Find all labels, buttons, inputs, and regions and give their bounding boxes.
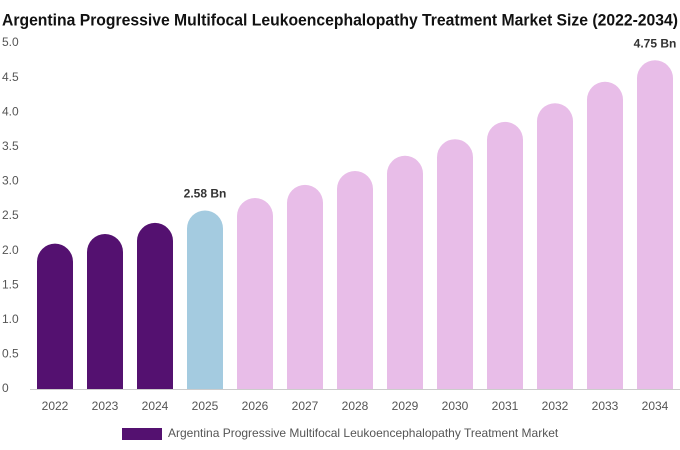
x-tick-label: 2027: [292, 399, 319, 413]
x-tick-label: 2025: [192, 399, 219, 413]
x-tick-label: 2031: [492, 399, 519, 413]
y-tick-label: 3.5: [2, 139, 19, 153]
x-tick-label: 2028: [342, 399, 369, 413]
bar: [587, 81, 623, 389]
bar: [487, 121, 523, 389]
y-tick-label: 2.5: [2, 208, 19, 222]
bar: [637, 60, 673, 389]
x-tick-label: 2030: [442, 399, 469, 413]
x-tick-label: 2034: [642, 399, 669, 413]
bar: [437, 139, 473, 389]
bar: [187, 210, 223, 389]
x-tick-label: 2022: [42, 399, 69, 413]
value-label: 4.75 Bn: [634, 36, 677, 50]
bar: [537, 103, 573, 389]
x-tick-label: 2023: [92, 399, 119, 413]
y-tick-label: 4.5: [2, 70, 19, 84]
x-tick-label: 2029: [392, 399, 419, 413]
x-tick-label: 2033: [592, 399, 619, 413]
bar: [87, 233, 123, 389]
x-tick-label: 2026: [242, 399, 269, 413]
x-tick-label: 2024: [142, 399, 169, 413]
bar: [137, 222, 173, 389]
bar: [37, 243, 73, 389]
y-tick-label: 3.0: [2, 174, 19, 188]
y-tick-label: 0: [2, 381, 9, 395]
legend-label: Argentina Progressive Multifocal Leukoen…: [168, 426, 559, 440]
legend-swatch: [122, 428, 162, 440]
bar: [337, 171, 373, 389]
y-tick-label: 5.0: [2, 35, 19, 49]
bar: [287, 184, 323, 389]
y-tick-label: 2.0: [2, 243, 19, 257]
y-tick-label: 0.5: [2, 347, 19, 361]
bar: [387, 155, 423, 389]
y-tick-label: 1.0: [2, 312, 19, 326]
x-tick-label: 2032: [542, 399, 569, 413]
y-tick-label: 1.5: [2, 277, 19, 291]
chart-title: Argentina Progressive Multifocal Leukoen…: [2, 10, 678, 29]
bar: [237, 198, 273, 389]
value-label: 2.58 Bn: [184, 187, 227, 201]
y-tick-label: 4.0: [2, 104, 19, 118]
